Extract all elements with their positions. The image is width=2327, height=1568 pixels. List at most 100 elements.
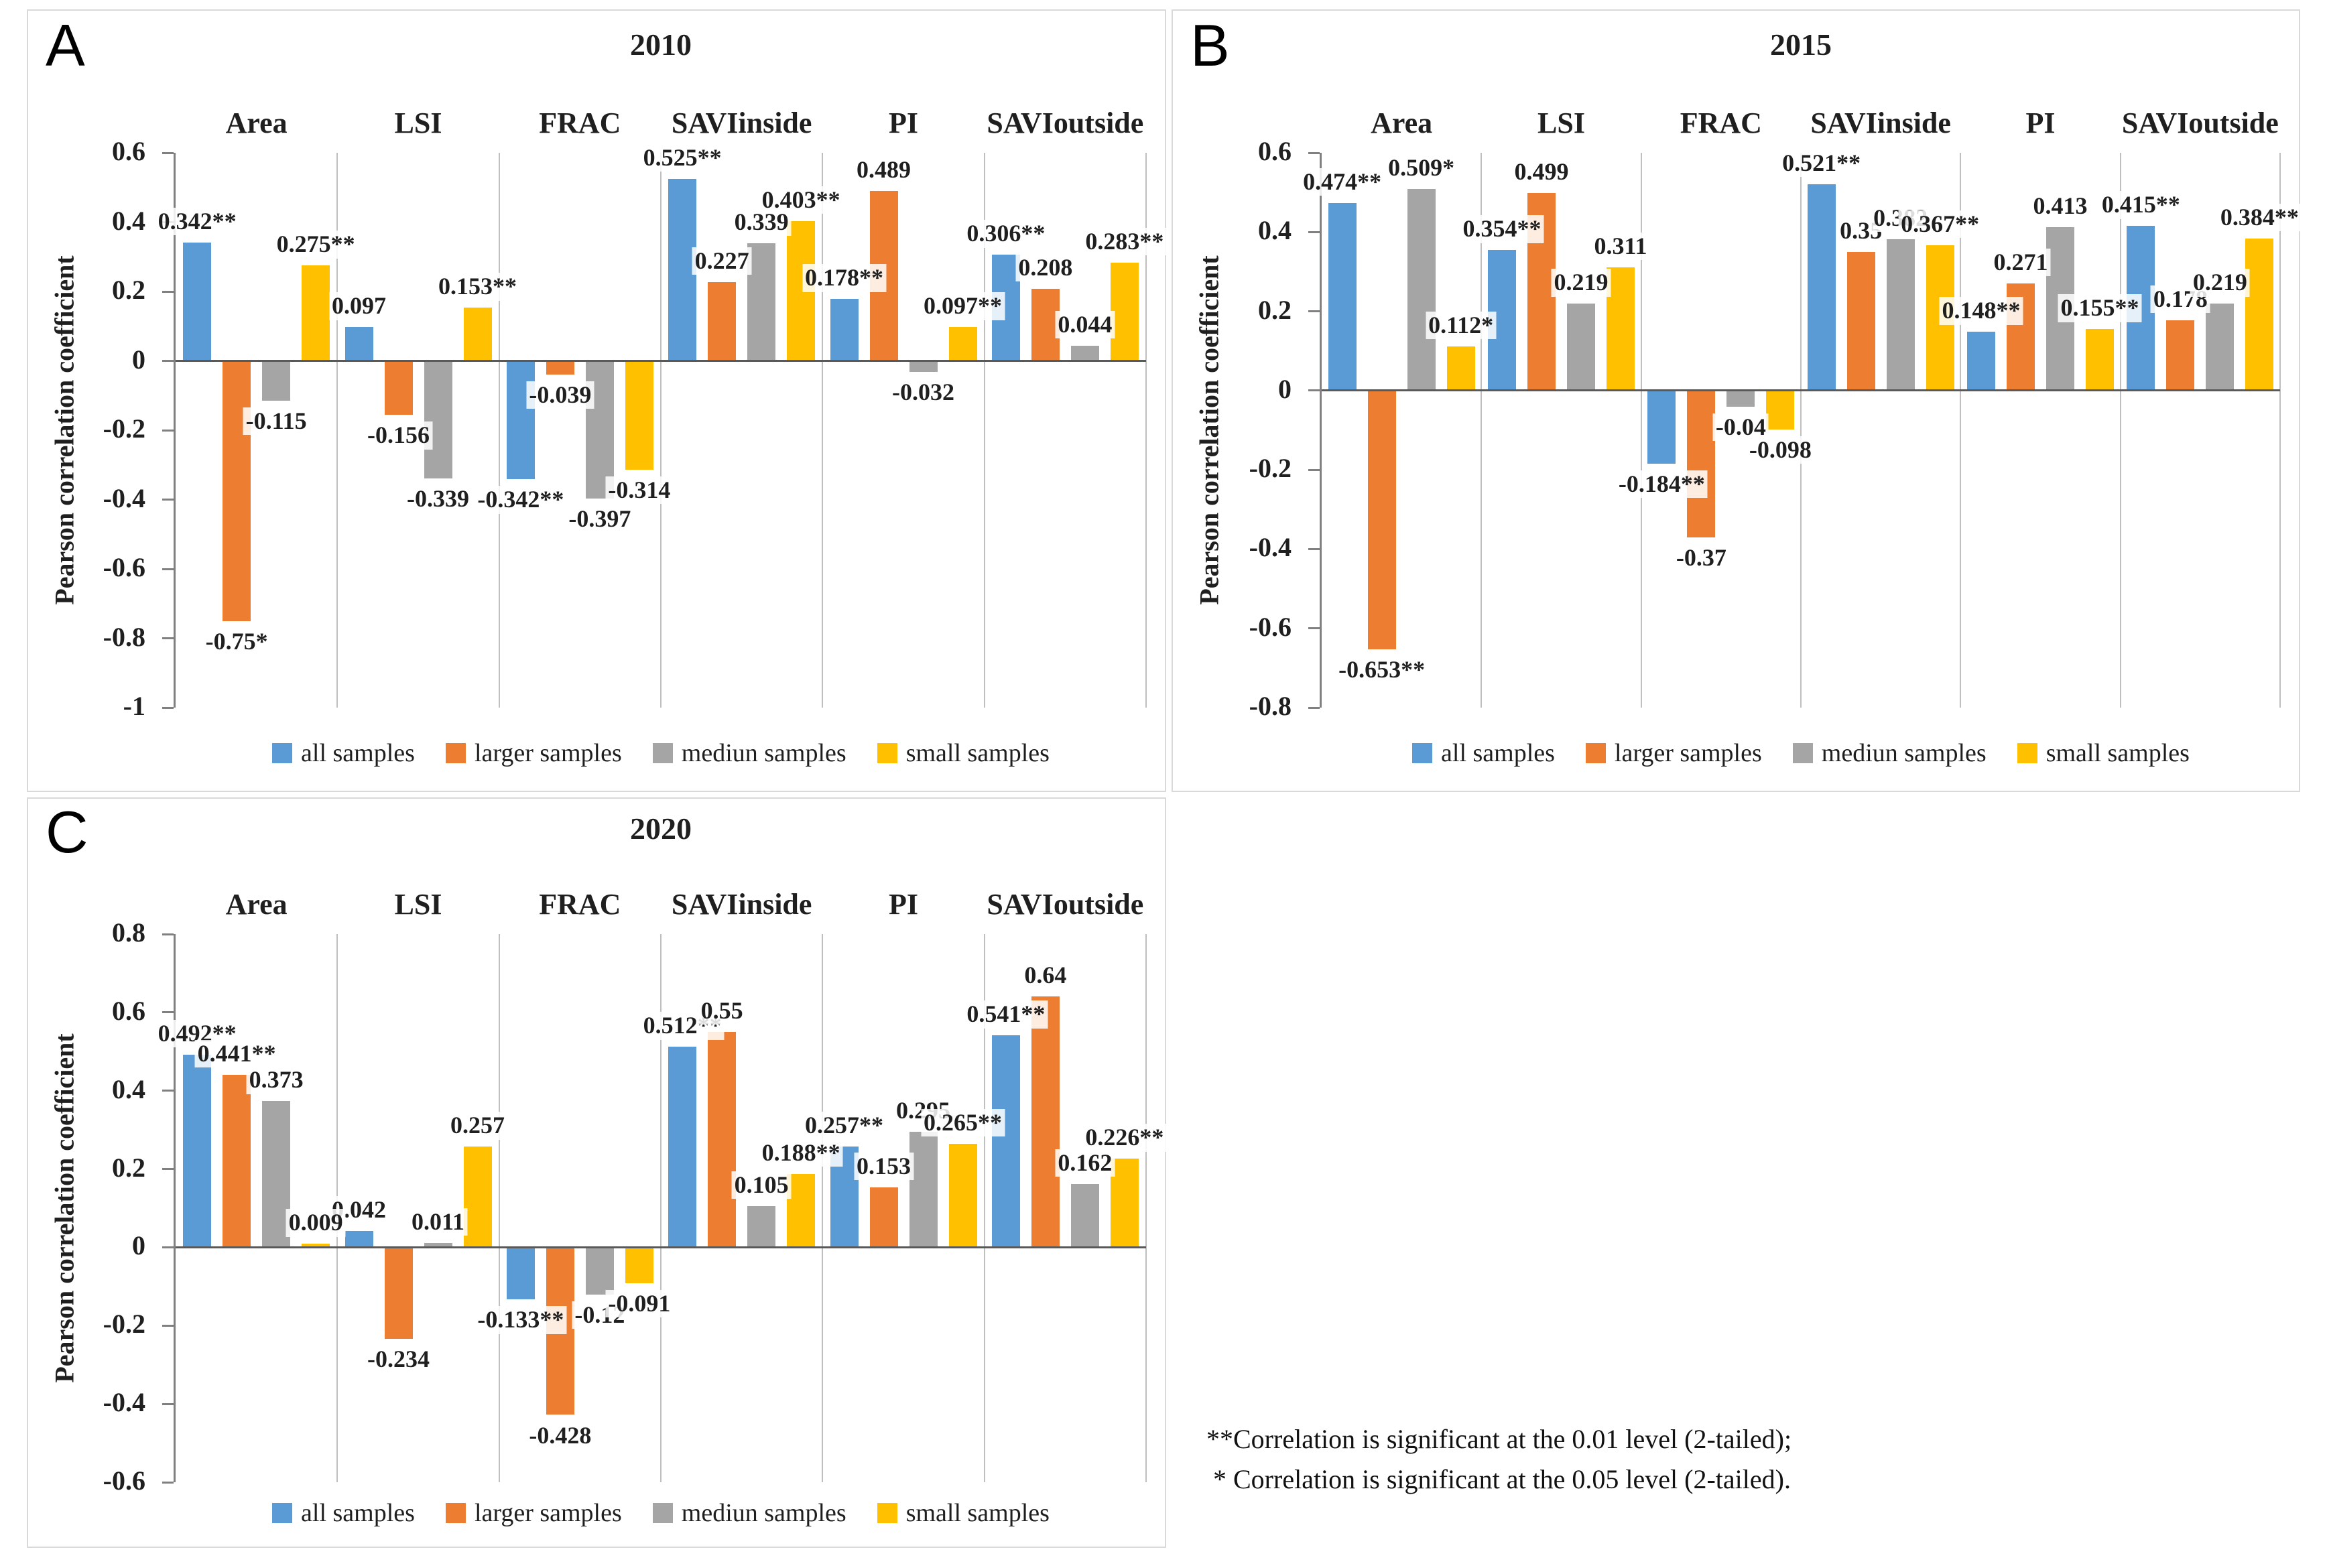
category-label-area: Area xyxy=(225,888,288,921)
bar-small-samples-area xyxy=(1446,346,1475,391)
bar-value-label: 0.009 xyxy=(286,1209,346,1237)
bar-value-label: 0.55 xyxy=(698,997,746,1025)
category-label-saviinside: SAVIinside xyxy=(671,107,812,139)
bar-value-label: 0.275** xyxy=(273,231,358,259)
y-axis-tick-label: 0 xyxy=(132,1230,145,1261)
category-label-pi: PI xyxy=(2025,107,2056,139)
bar-value-label: 0.474** xyxy=(1300,168,1385,196)
bar-value-label: -0.339 xyxy=(404,484,472,513)
bar-value-label: 0.155** xyxy=(2058,294,2142,322)
bar-value-label: 0.441** xyxy=(194,1039,279,1068)
legend-swatch-all-samples xyxy=(272,743,293,763)
category-separator xyxy=(1481,153,1483,708)
bar-larger-samples-saviinside xyxy=(708,282,737,361)
bar-value-label: -0.032 xyxy=(889,379,957,407)
bar-value-label: 0.64 xyxy=(1021,962,1070,990)
bar-mediun-samples-area xyxy=(262,361,291,401)
bar-value-label: 0.311 xyxy=(1591,232,1650,261)
bar-larger-samples-saviinside xyxy=(1846,251,1875,391)
bar-all-samples-frac xyxy=(506,1247,535,1300)
category-separator xyxy=(1145,153,1147,708)
legend-label: larger samples xyxy=(1614,739,1762,767)
bar-all-samples-savioutside xyxy=(991,1035,1020,1248)
bar-value-label: 0.384** xyxy=(2217,203,2302,232)
bar-larger-samples-area xyxy=(223,1074,251,1248)
legend-swatch-larger-samples xyxy=(445,1503,466,1523)
legend-label: larger samples xyxy=(474,739,622,767)
y-axis-tick xyxy=(162,360,174,362)
chart-title: 2010 xyxy=(630,27,692,62)
legend-swatch-small-samples xyxy=(877,1503,897,1523)
y-axis-tick-label: 0 xyxy=(132,344,145,375)
category-label-lsi: LSI xyxy=(1537,107,1585,139)
significance-note: **Correlation is significant at the 0.01… xyxy=(1206,1419,1791,1500)
bar-all-samples-lsi xyxy=(344,327,373,361)
bar-value-label: 0.188** xyxy=(759,1138,843,1167)
legend-label: small samples xyxy=(905,1499,1050,1527)
y-axis-tick xyxy=(162,706,174,709)
bar-value-label: 0.227 xyxy=(692,247,752,275)
bar-small-samples-pi xyxy=(948,1143,977,1248)
category-label-frac: FRAC xyxy=(1680,107,1762,139)
bar-value-label: 0.011 xyxy=(408,1208,468,1236)
bar-larger-samples-area xyxy=(1367,390,1396,650)
legend-item-mediun-samples: mediun samples xyxy=(652,738,846,768)
bar-value-label: 0.499 xyxy=(1511,157,1572,186)
bar-value-label: -0.37 xyxy=(1673,543,1729,572)
legend-swatch-all-samples xyxy=(272,1503,293,1523)
category-separator xyxy=(1145,934,1147,1482)
bar-larger-samples-lsi xyxy=(384,1247,413,1340)
category-separator xyxy=(822,934,824,1482)
bar-value-label: -0.428 xyxy=(526,1421,594,1449)
legend-swatch-mediun-samples xyxy=(652,1503,673,1523)
bar-value-label: 0.226** xyxy=(1082,1124,1167,1152)
bar-larger-samples-frac xyxy=(546,361,574,375)
bar-value-label: 0.257 xyxy=(448,1112,507,1140)
bar-small-samples-savioutside xyxy=(1110,1159,1139,1248)
bar-value-label: 0.178** xyxy=(802,264,886,292)
bar-value-label: 0.112* xyxy=(1426,311,1497,339)
bar-value-label: -0.039 xyxy=(526,381,594,409)
y-axis-line xyxy=(1320,153,1322,708)
bar-value-label: 0.153 xyxy=(854,1153,914,1181)
bar-small-samples-savioutside xyxy=(2245,238,2274,391)
category-separator xyxy=(1800,153,1802,708)
bar-value-label: -0.098 xyxy=(1746,436,1814,464)
legend-swatch-larger-samples xyxy=(1585,743,1606,763)
y-axis-tick-label: -0.2 xyxy=(103,413,145,444)
legend-item-mediun-samples: mediun samples xyxy=(1792,738,1987,768)
panel-letter: B xyxy=(1190,12,1230,78)
bar-all-samples-area xyxy=(1328,202,1357,391)
category-separator xyxy=(660,153,662,708)
category-separator xyxy=(822,153,824,708)
bar-value-label: -0.653** xyxy=(1336,656,1428,684)
x-axis-zero-line xyxy=(176,1246,1146,1248)
panel-letter: A xyxy=(46,12,85,78)
bar-mediun-samples-saviinside xyxy=(747,1206,776,1248)
bar-small-samples-lsi xyxy=(463,1147,492,1248)
legend-label: mediun samples xyxy=(681,1499,846,1527)
bar-value-label: -0.091 xyxy=(605,1289,674,1317)
y-axis-tick-label: -0.2 xyxy=(1249,453,1292,484)
legend-item-mediun-samples: mediun samples xyxy=(652,1498,846,1528)
bar-value-label: 0.521** xyxy=(1779,149,1864,178)
bar-value-label: 0.342** xyxy=(155,207,239,235)
bar-value-label: 0.162 xyxy=(1055,1149,1115,1177)
y-axis-tick-label: 0.6 xyxy=(1258,136,1292,166)
bar-mediun-samples-saviinside xyxy=(1886,239,1915,391)
category-separator xyxy=(983,934,985,1482)
y-axis-tick xyxy=(162,1324,174,1327)
bar-value-label: 0.283** xyxy=(1082,228,1167,256)
bar-value-label: 0.541** xyxy=(964,1000,1048,1029)
bar-small-samples-savioutside xyxy=(1110,263,1139,361)
bar-larger-samples-lsi xyxy=(384,361,413,415)
bar-small-samples-saviinside xyxy=(787,1173,816,1248)
legend-item-small-samples: small samples xyxy=(877,738,1050,768)
legend-swatch-all-samples xyxy=(1412,743,1433,763)
x-axis-zero-line xyxy=(1322,389,2280,392)
bar-larger-samples-pi xyxy=(869,1187,898,1248)
legend-item-larger-samples: larger samples xyxy=(445,1498,622,1528)
y-axis-tick-label: -0.6 xyxy=(103,552,145,582)
bar-all-samples-pi xyxy=(830,299,859,361)
y-axis-tick xyxy=(162,1168,174,1171)
